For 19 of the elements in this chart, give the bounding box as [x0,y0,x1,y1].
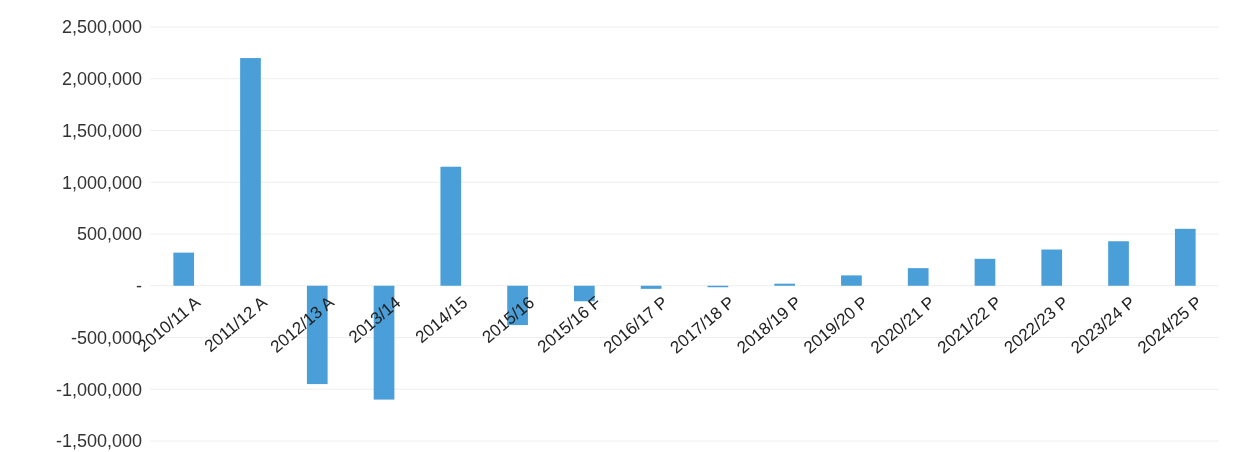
y-tick-label: 2,500,000 [61,17,142,38]
bar [1108,241,1129,286]
y-tick-label: 1,500,000 [61,120,142,141]
bar [774,283,796,286]
bar [640,285,662,289]
y-tick-label: - [136,276,142,297]
bar [1041,249,1063,286]
y-tick-label: 500,000 [76,224,142,245]
y-tick-label: 2,000,000 [61,69,142,90]
bar [1174,228,1196,286]
bar [841,275,862,286]
bar [974,258,996,286]
y-tick-label: 1,000,000 [61,172,142,193]
y-tick-label: -1,500,000 [55,431,142,452]
y-tick-label: -1,000,000 [55,379,142,400]
bar [240,58,261,286]
bar [173,252,195,286]
bar [440,166,462,286]
bar [907,268,929,286]
